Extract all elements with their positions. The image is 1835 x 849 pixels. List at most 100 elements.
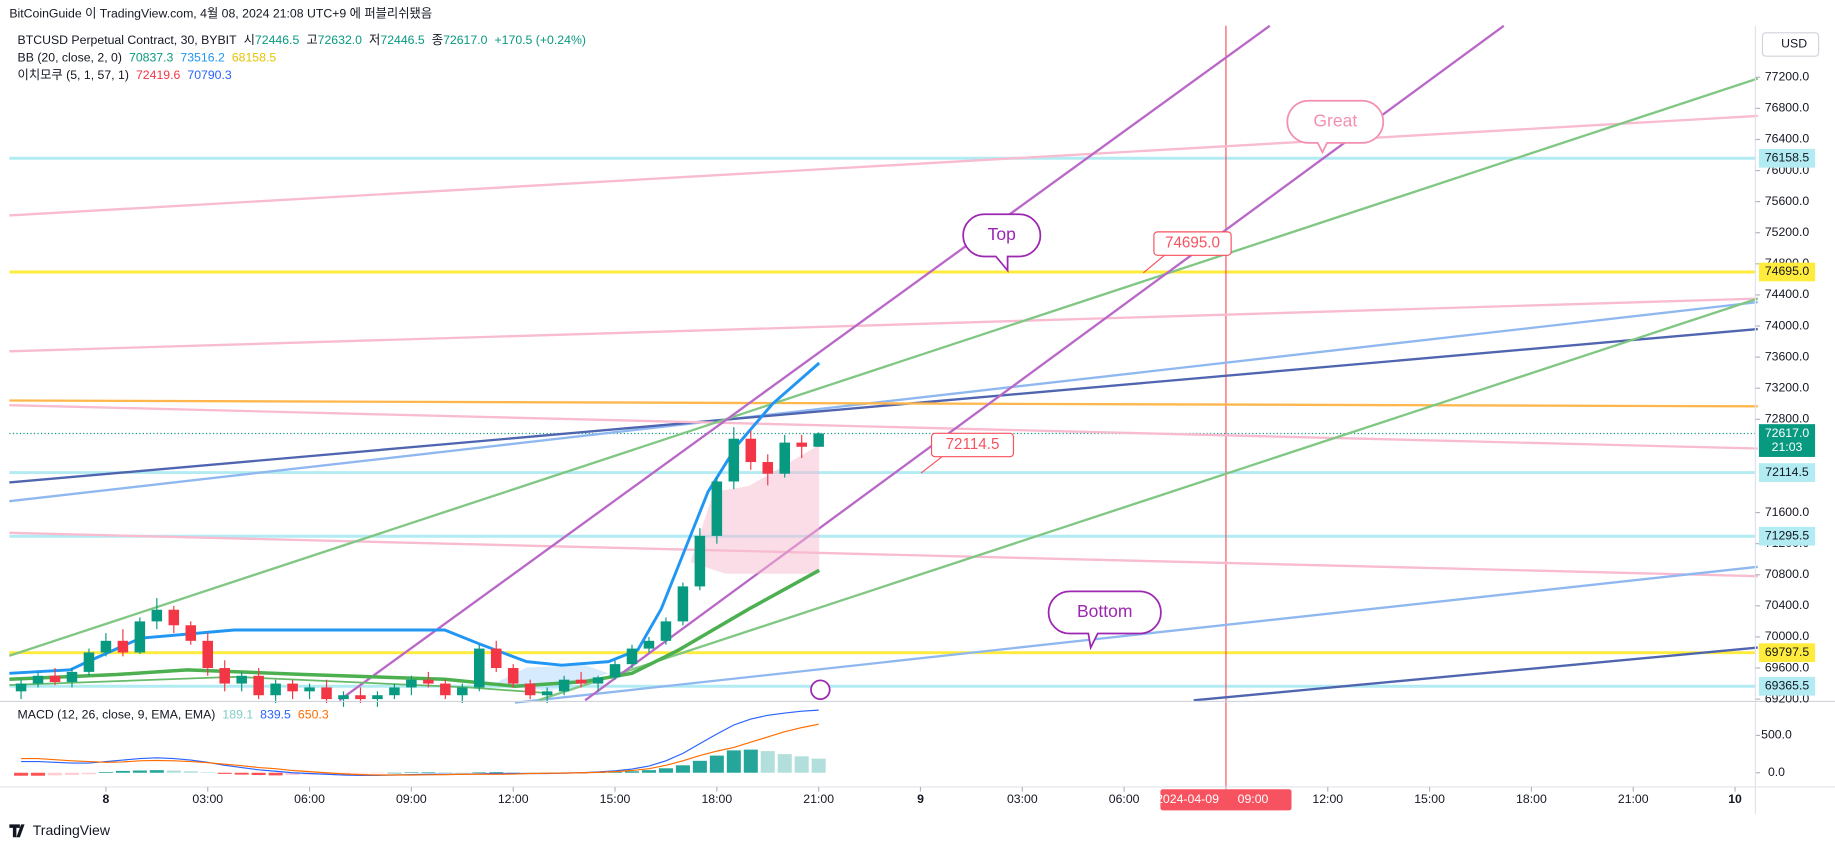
candle-body [796, 442, 807, 447]
macd-value: 839.5 [260, 708, 291, 722]
price-note-box [930, 432, 1015, 458]
histogram-bar [743, 749, 758, 773]
candle-body [270, 683, 281, 696]
indicator-value: 70837.3 [129, 51, 174, 65]
level-label: 69365.5 [1765, 678, 1810, 692]
candle-body [372, 695, 383, 700]
callout-text: Bottom [1077, 601, 1133, 621]
trend-line [9, 297, 1758, 353]
candle-body [321, 687, 332, 700]
y-tick-label: 69600.0 [1765, 660, 1810, 674]
candle-body [219, 668, 230, 684]
histogram-bar [506, 772, 521, 773]
countdown: 21:03 [1772, 440, 1803, 454]
histogram-bar [455, 772, 470, 774]
candle-body [473, 648, 485, 688]
indicator-line [9, 675, 551, 695]
histogram-bar [234, 772, 249, 775]
candle-body [287, 683, 298, 692]
candle-body [626, 648, 638, 665]
x-tick-label: 9 [917, 792, 924, 806]
histogram-bar [608, 772, 623, 773]
currency[interactable]: USD [1781, 37, 1807, 51]
candle-body [236, 675, 247, 684]
candle-body [728, 438, 740, 482]
crosshair-time: 09:00 [1238, 792, 1269, 806]
level-label-box [1758, 463, 1816, 482]
y-tick-label: 70400.0 [1765, 598, 1810, 612]
histogram-bar [794, 756, 809, 773]
x-tick-label: 15:00 [600, 792, 631, 806]
candle-body [117, 640, 129, 653]
trend-line [537, 297, 1759, 702]
histogram-bar [200, 772, 215, 773]
x-tick-label: 12:00 [1312, 792, 1343, 806]
trend-line [514, 565, 1758, 704]
indicator-value: 72419.6 [136, 68, 181, 82]
histogram-bar [624, 771, 640, 773]
ohlc-value: 72446.5 [255, 33, 300, 47]
histogram-bar [14, 772, 29, 776]
macd-hist-value: 189.1 [222, 708, 253, 722]
candle-body [609, 664, 621, 678]
histogram-bar [47, 772, 63, 776]
trend-line [8, 77, 1759, 657]
histogram-bar [81, 772, 96, 775]
candle-body [100, 640, 112, 653]
candle-body [558, 679, 570, 692]
candle-body [338, 695, 349, 700]
y-tick-label: 73200.0 [1765, 380, 1810, 394]
histogram-bar [268, 772, 283, 776]
level-label-box [1758, 676, 1816, 696]
indicator-value: 68158.5 [232, 51, 277, 65]
crosshair-date: 화 2024-04-09 [1141, 792, 1219, 806]
y-tick-label: 70800.0 [1765, 567, 1810, 581]
indicator-name: 이치모쿠 (5, 1, 57, 1) [18, 68, 129, 82]
histogram-bar [370, 772, 385, 774]
trend-line [9, 327, 1758, 484]
level-label: 71295.5 [1765, 528, 1810, 542]
candle-body [83, 652, 95, 672]
histogram-bar [251, 772, 266, 775]
level-label-box [1758, 148, 1816, 168]
legend-macd: MACD (12, 26, close, 9, EMA, EMA) 189.1 83… [18, 708, 329, 722]
candle-body [253, 675, 264, 696]
level-label-box [1758, 643, 1816, 663]
y-tick-label: 500.0 [1761, 728, 1792, 742]
candle-body [745, 438, 757, 463]
crosshair-box [1160, 789, 1292, 811]
x-tick-label: 21:00 [803, 792, 834, 806]
price-note-pointer [1142, 254, 1165, 274]
histogram-bar [183, 771, 198, 773]
candle-body [575, 679, 587, 684]
histogram-bar [98, 772, 113, 773]
price-note: 72114.5 [946, 436, 1000, 453]
trend-line [9, 300, 1758, 503]
histogram-bar [641, 770, 656, 773]
callouts: Great Top Bottom 74695.0 72114.5 [810, 99, 1385, 700]
callout-box [962, 213, 1042, 273]
histogram-bar [319, 772, 334, 775]
candle-body [168, 609, 180, 626]
histogram-bar [489, 772, 504, 773]
x-tick-label: 06:00 [294, 792, 325, 806]
channel-line [338, 24, 1271, 702]
candle-body [762, 462, 774, 474]
candles [15, 427, 824, 707]
overlay: 76158.5 74695.0 72114.5 71295.5 69797.5 69365… [1141, 148, 1816, 811]
histogram-bar [166, 770, 181, 773]
brand-logo [9, 824, 25, 838]
signal-value: 650.3 [298, 708, 329, 722]
indicator-line [9, 568, 821, 688]
background-layer [9, 25, 1756, 787]
x-tick-label: 10 [1728, 792, 1742, 806]
candle-body [202, 640, 214, 669]
histogram-bar [472, 772, 487, 773]
candle-body [490, 648, 502, 669]
level-label-box [1758, 262, 1816, 282]
histogram-bar [149, 770, 164, 773]
legend-main: BTCUSD Perpetual Contract, 30, BYBIT 시724… [18, 33, 586, 47]
candle-body [457, 687, 468, 696]
currency-button[interactable] [1761, 32, 1820, 57]
